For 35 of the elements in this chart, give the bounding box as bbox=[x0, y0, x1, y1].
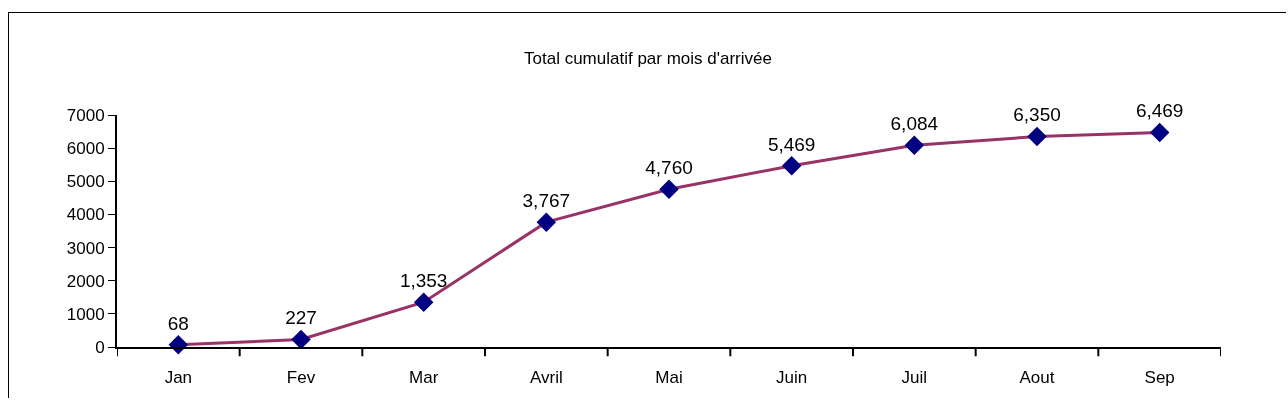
point bbox=[291, 329, 311, 350]
y-tick-label: 5000 bbox=[66, 172, 105, 192]
x-tick-label: Aout bbox=[1019, 368, 1055, 388]
point bbox=[781, 155, 802, 176]
point bbox=[659, 179, 679, 199]
x-tick-label: Sep bbox=[1144, 368, 1175, 388]
point bbox=[1027, 126, 1047, 147]
x-tick-label: Jan bbox=[164, 368, 193, 388]
point bbox=[413, 292, 434, 312]
data-label: 6,084 bbox=[890, 113, 939, 135]
chart-title: Total cumulatif par mois d'arrivée bbox=[524, 48, 772, 68]
data-label: 68 bbox=[167, 312, 189, 334]
y-tick-label: 3000 bbox=[66, 238, 105, 258]
point bbox=[1149, 122, 1170, 143]
y-tick-label: 6000 bbox=[66, 139, 105, 159]
data-label: 3,767 bbox=[522, 190, 571, 212]
x-tick-label: Juil bbox=[901, 368, 928, 388]
x-tick-label: Fev bbox=[286, 368, 316, 388]
y-tick-label: 7000 bbox=[66, 105, 105, 125]
data-label: 4,760 bbox=[645, 157, 693, 179]
y-tick-label: 4000 bbox=[66, 205, 105, 225]
data-label: 227 bbox=[285, 307, 317, 329]
data-label: 6,469 bbox=[1135, 100, 1184, 122]
data-label: 6,350 bbox=[1013, 104, 1061, 126]
y-tick-label: 0 bbox=[95, 337, 105, 357]
point bbox=[904, 135, 925, 156]
data-label: 5,469 bbox=[767, 133, 816, 155]
y-tick-label: 1000 bbox=[66, 304, 105, 324]
point bbox=[536, 212, 557, 232]
x-tick-label: Mar bbox=[409, 368, 439, 388]
x-tick-label: Juin bbox=[776, 368, 808, 388]
data-label: 1,353 bbox=[399, 270, 448, 292]
x-tick-label: Avril bbox=[529, 368, 563, 388]
x-tick-label: Mai bbox=[655, 368, 683, 388]
y-tick-label: 2000 bbox=[66, 271, 105, 291]
